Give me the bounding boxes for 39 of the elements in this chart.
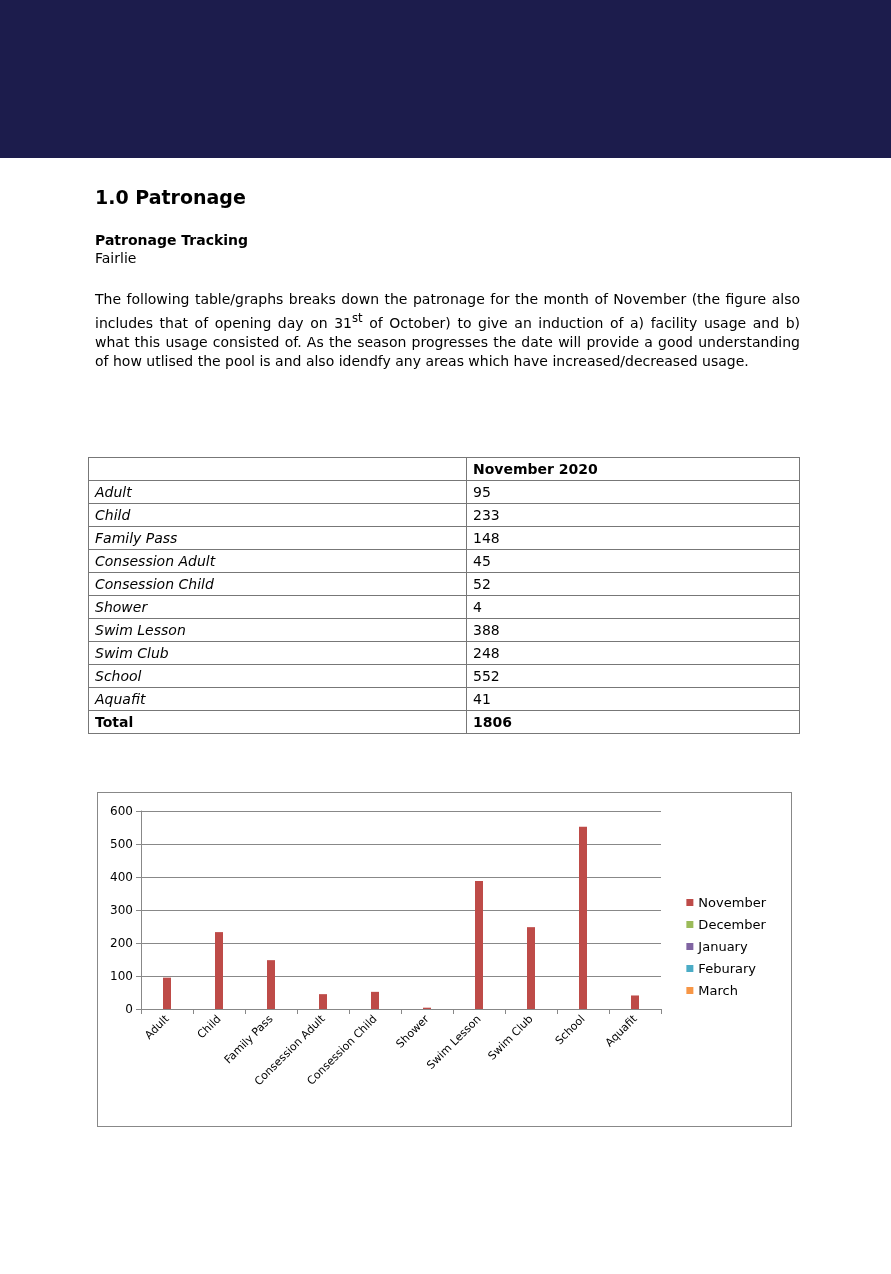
text: The following table/graphs breaks down the patronage for the month of November (the figure also includes that of opening day on 31$^{st}$ of October) to give an induction of a) facility usage and b) what this usage consisted of. As the season progresses the date will provide a good understanding of how utlised the pool is and also idendfy any areas which have increased/decreased usage. (95, 290, 800, 371)
text: 552 (466, 664, 800, 688)
category-label: School (95, 668, 142, 684)
text: 148 (466, 526, 800, 550)
legend-label: January (697, 939, 748, 954)
chart-title: 1.0 Patronage (95, 186, 246, 208)
text: Fairlie (95, 250, 137, 266)
text: 1806 (466, 710, 800, 734)
text: 388 (466, 618, 800, 642)
category-label: Swim Lesson (95, 622, 186, 638)
y-tick-label: 500 (110, 837, 133, 851)
legend-label: Feburary (698, 961, 757, 976)
category-label: Consession Adult (95, 553, 216, 569)
category-label: Shower (95, 599, 148, 615)
y-tick-label: 300 (110, 903, 133, 917)
category-label: Adult (95, 484, 132, 500)
y-tick-label: 600 (110, 804, 133, 818)
text: November 2020 (466, 457, 800, 481)
text: 45 (466, 549, 800, 573)
text: 4 (466, 595, 800, 619)
category-label: Consession Child (95, 576, 214, 592)
text: 41 (466, 687, 800, 711)
y-tick-label: 0 (125, 1002, 133, 1016)
text: Total (88, 710, 467, 734)
y-tick-label: 100 (110, 969, 133, 983)
category-label: Aquafit (95, 691, 146, 707)
text: 52 (466, 572, 800, 596)
legend-label: November (698, 895, 767, 910)
legend-label: March (698, 983, 739, 998)
category-label: Child (95, 507, 131, 523)
text: 233 (466, 503, 800, 527)
y-tick-label: 200 (110, 936, 133, 950)
y-tick-label: 400 (110, 870, 133, 884)
text: 95 (466, 480, 800, 504)
text: 248 (466, 641, 800, 665)
category-label: Swim Club (95, 645, 169, 661)
legend-label: December (698, 917, 767, 932)
chart-subtitle: Patronage Tracking (95, 232, 249, 248)
category-label: Family Pass (95, 530, 178, 546)
